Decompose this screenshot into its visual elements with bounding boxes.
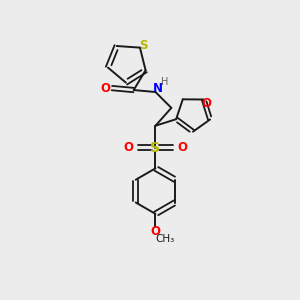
Text: S: S: [151, 140, 160, 154]
Text: O: O: [100, 82, 110, 94]
Text: H: H: [161, 77, 168, 87]
Text: O: O: [202, 97, 212, 110]
Text: S: S: [139, 39, 147, 52]
Text: O: O: [177, 141, 187, 154]
Text: O: O: [124, 141, 134, 154]
Text: O: O: [151, 225, 160, 238]
Text: CH₃: CH₃: [156, 234, 175, 244]
Text: N: N: [152, 82, 163, 94]
